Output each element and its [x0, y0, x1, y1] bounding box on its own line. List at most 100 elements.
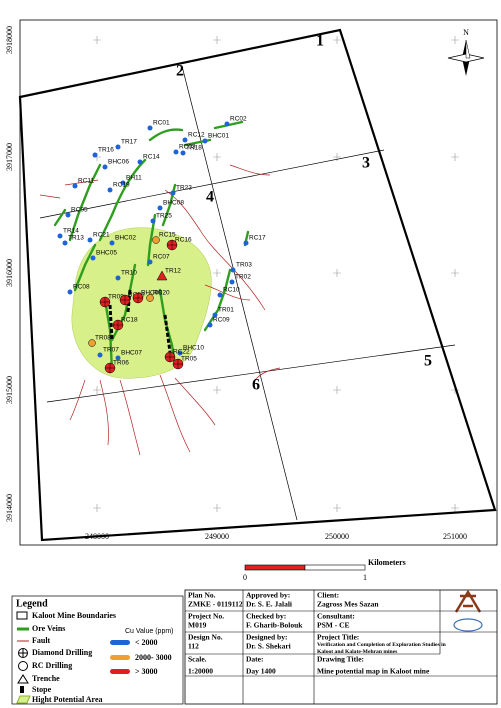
scale-unit: Kilometers	[368, 558, 406, 567]
legend-item: Hight Potential Area	[32, 695, 103, 704]
stopes	[108, 289, 172, 353]
sample-point	[146, 294, 154, 302]
sample-label: TR23	[176, 185, 192, 192]
sample-label: TR25	[156, 213, 172, 220]
sample-label: RC02	[230, 116, 247, 123]
sample-point	[115, 355, 121, 361]
ore-vein	[146, 213, 157, 267]
sample-points: RC01 RC02 RC12 BHC01 RC03 TR17 TR16 TR18 BHC06 RC…	[57, 116, 266, 374]
sample-point	[147, 125, 153, 131]
sample-label: BH11	[126, 175, 142, 182]
northing-label: 3916000	[5, 259, 14, 287]
grid-cross	[333, 153, 341, 161]
cell-label: Designed by:	[246, 633, 287, 642]
fault	[39, 194, 61, 199]
northing-label: 3915000	[5, 376, 14, 404]
legend-symbol	[18, 648, 28, 658]
sample-label: RC22	[173, 349, 190, 356]
sample-point	[182, 137, 188, 143]
grid-cross	[213, 269, 221, 277]
fault	[254, 367, 281, 381]
cell-label: Design No.	[188, 633, 223, 642]
sample-label: TR16	[98, 147, 114, 154]
sample-label: TR07	[103, 347, 119, 354]
sample-label: RC16	[175, 237, 192, 244]
trench	[156, 270, 168, 281]
sample-point	[115, 144, 121, 150]
sample-label: TR03	[236, 262, 252, 269]
sample-point	[177, 350, 183, 356]
grid-cross	[213, 36, 221, 44]
legend-symbol	[16, 695, 31, 704]
legend-symbol	[18, 661, 28, 671]
cell-label: Client:	[317, 591, 339, 600]
sample-label: RC10	[223, 287, 240, 294]
sample-label: RC20	[153, 290, 170, 297]
sample-point	[157, 205, 163, 211]
north-arrow: N	[447, 28, 485, 76]
legend-item: Fault	[32, 636, 51, 645]
diamond-cross	[105, 363, 115, 373]
cell-label: Scale.	[188, 655, 207, 664]
grid-cross	[93, 386, 101, 394]
legend-box	[11, 595, 184, 705]
sample-point	[173, 149, 179, 155]
easting-label: 251000	[443, 532, 467, 541]
legend-item: < 2000	[135, 638, 158, 647]
sample-label: TR12	[165, 268, 181, 275]
sample-label: RC21	[93, 232, 110, 239]
scale-label: 0	[243, 573, 247, 582]
cell-value: Dr. S. Shekari	[246, 642, 291, 651]
logo	[454, 589, 482, 613]
arrow-half	[465, 39, 471, 59]
grid-cross	[213, 504, 221, 512]
stope	[163, 314, 172, 353]
grid-cross	[213, 153, 221, 161]
stope	[126, 289, 132, 313]
sample-label: RC18	[121, 317, 138, 324]
sample-label: RC07	[153, 254, 170, 261]
ore-vein	[68, 163, 102, 242]
legend-symbol	[20, 686, 24, 693]
cell-label: Consultant:	[317, 612, 355, 621]
sample-label: BHC01	[208, 133, 229, 140]
northing-label: 3914000	[5, 494, 14, 522]
faults	[39, 164, 281, 456]
high-potential-area	[71, 227, 212, 379]
zone-number: 4	[206, 189, 214, 206]
easting-label: 249000	[205, 532, 229, 541]
legend-item: Trenche	[32, 674, 60, 683]
easting-label: 250000	[325, 532, 349, 541]
diamond-cross	[120, 295, 130, 305]
ore-vein	[73, 243, 97, 292]
sample-point	[107, 187, 113, 193]
cell-label: Approved by:	[246, 591, 290, 600]
legend-item: Diamond Drilling	[32, 648, 92, 657]
legend: Legend Kaloot Mine Boundaries Ore Veins …	[11, 595, 184, 705]
sample-label: BHC05	[96, 250, 117, 257]
sample-label: RC19	[113, 182, 130, 189]
fault	[229, 164, 271, 176]
cell-label: Project No.	[188, 612, 224, 621]
sample-point	[243, 240, 249, 246]
legend-item: RC Drilling	[32, 661, 72, 670]
cu-legend-title: Cu Value (ppm)	[125, 628, 174, 635]
sample-point	[152, 236, 160, 244]
grid-cross	[333, 36, 341, 44]
scale-segment	[244, 564, 306, 571]
title-block-frame	[184, 589, 498, 705]
sample-label: BHC02	[115, 235, 136, 242]
sample-label: TR17	[121, 139, 137, 146]
cell-value: Day 1400	[246, 667, 276, 676]
zone-line	[46, 344, 456, 403]
sample-label: RC12	[188, 132, 205, 139]
grid-cross	[451, 269, 459, 277]
cell-value: Dr. S. E. Jalali	[246, 600, 292, 609]
legend-item: Kaloot Mine Boundaries	[32, 611, 116, 620]
legend-item: Stope	[32, 685, 52, 694]
logo-mark	[453, 618, 483, 632]
sample-label: BHC06	[108, 159, 129, 166]
grid-cross	[333, 386, 341, 394]
cell-value: 112	[188, 642, 199, 651]
legend-symbol	[110, 669, 130, 674]
